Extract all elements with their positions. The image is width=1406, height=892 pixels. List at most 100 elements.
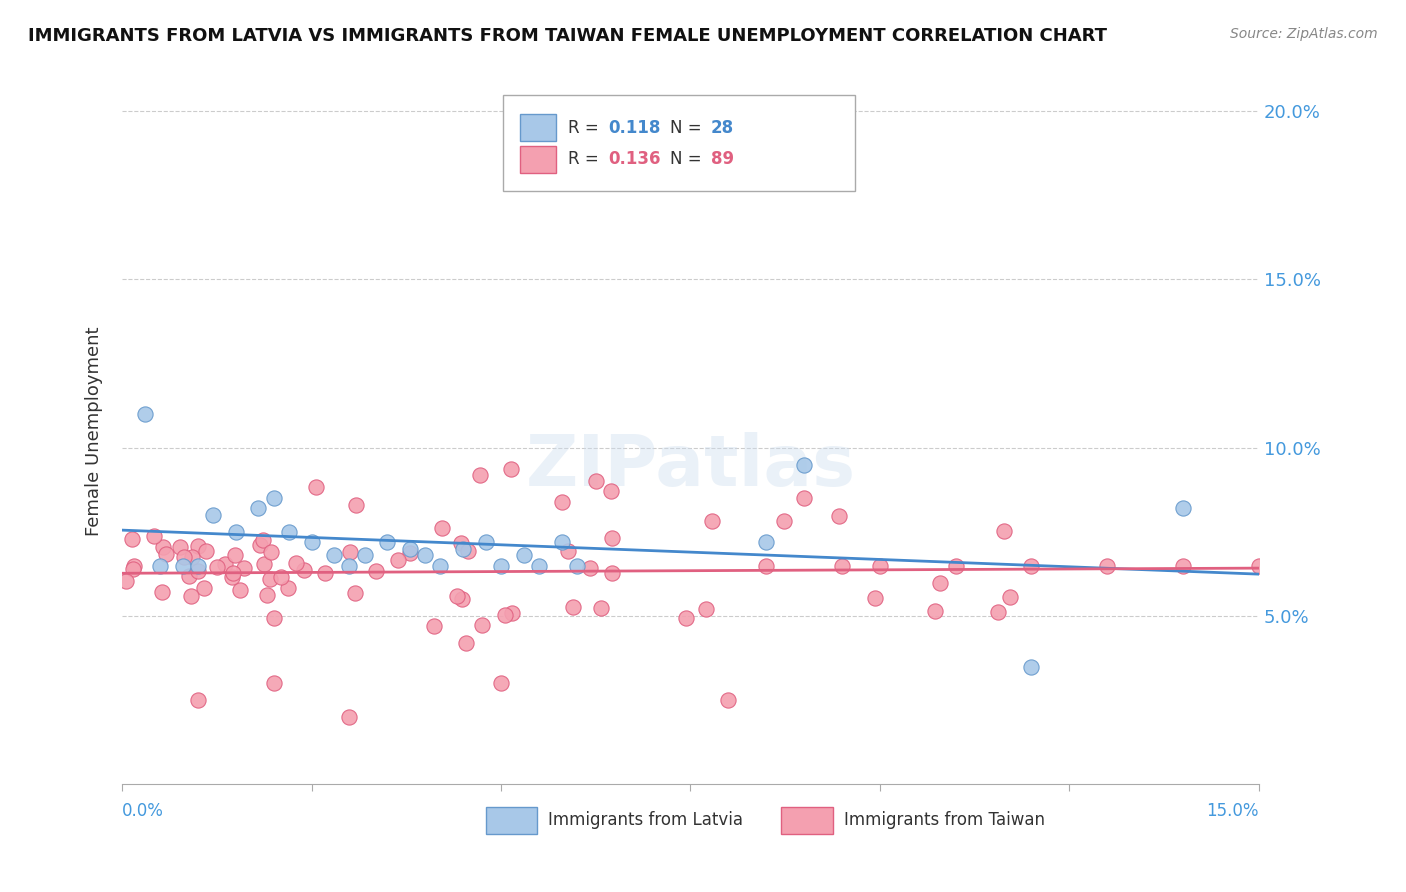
Text: ZIPatlas: ZIPatlas (526, 432, 855, 500)
Point (450, 536, 472, 550)
Point (579, 561, 602, 575)
Point (277, 581, 299, 595)
Point (143, 529, 166, 543)
Point (429, 558, 451, 573)
Point (323, 549, 346, 563)
Point (869, 558, 891, 573)
Point (252, 533, 274, 548)
Bar (520, 114, 557, 141)
Point (214, 557, 236, 571)
Point (253, 557, 276, 571)
Point (259, 572, 281, 586)
Point (599, 483, 621, 498)
Point (121, 533, 143, 547)
Point (430, 521, 453, 535)
Point (602, 566, 624, 581)
Point (152, 585, 174, 599)
Point (589, 601, 612, 615)
Point (263, 491, 285, 506)
Point (187, 564, 209, 578)
Point (155, 547, 177, 561)
Point (247, 501, 270, 516)
Point (527, 558, 550, 573)
Point (451, 541, 474, 556)
Bar (486, 807, 537, 834)
Point (755, 535, 778, 549)
Text: 0.118: 0.118 (609, 119, 661, 136)
Point (399, 546, 422, 560)
Text: N =: N = (671, 151, 707, 169)
Text: 28: 28 (711, 119, 734, 136)
Point (339, 558, 361, 573)
Point (187, 539, 209, 553)
Point (468, 468, 491, 483)
Point (793, 491, 815, 506)
Point (557, 544, 579, 558)
Point (454, 636, 477, 650)
Point (339, 710, 361, 724)
Text: 89: 89 (711, 151, 734, 169)
Point (194, 544, 217, 558)
Point (501, 606, 523, 620)
Point (201, 508, 224, 522)
Point (344, 498, 367, 512)
Point (122, 562, 145, 576)
Point (169, 540, 191, 554)
Point (924, 604, 946, 618)
Point (700, 514, 723, 528)
Point (187, 693, 209, 707)
Y-axis label: Female Unemployment: Female Unemployment (86, 326, 103, 535)
Point (512, 549, 534, 563)
Point (413, 549, 436, 563)
Point (277, 524, 299, 539)
Text: N =: N = (671, 119, 707, 136)
Point (263, 676, 285, 690)
Point (225, 524, 247, 539)
Point (987, 605, 1010, 619)
Text: R =: R = (568, 151, 603, 169)
Point (193, 581, 215, 595)
Point (399, 541, 422, 556)
Point (423, 619, 446, 633)
Point (602, 531, 624, 545)
Point (187, 558, 209, 573)
Point (270, 569, 292, 583)
Point (446, 589, 468, 603)
Point (551, 495, 574, 509)
Point (229, 582, 252, 597)
Point (122, 559, 145, 574)
Point (232, 561, 254, 575)
Point (256, 589, 278, 603)
Point (263, 611, 285, 625)
Point (773, 514, 796, 528)
Text: Immigrants from Taiwan: Immigrants from Taiwan (844, 812, 1045, 830)
Point (314, 566, 336, 580)
Point (177, 569, 200, 583)
Point (375, 535, 398, 549)
Point (945, 558, 967, 573)
Point (221, 570, 243, 584)
Point (489, 558, 512, 573)
Point (172, 558, 194, 573)
Point (180, 550, 202, 565)
Point (1000, 590, 1022, 604)
Point (114, 574, 136, 588)
Point (353, 549, 375, 563)
FancyBboxPatch shape (503, 95, 855, 191)
Point (1171, 558, 1194, 573)
Point (260, 544, 283, 558)
Point (471, 618, 494, 632)
Text: 0.0%: 0.0% (122, 802, 165, 820)
Point (561, 600, 583, 615)
Point (1171, 501, 1194, 516)
Point (387, 553, 409, 567)
Point (831, 558, 853, 573)
Point (284, 556, 307, 570)
Point (152, 540, 174, 554)
Point (207, 559, 229, 574)
Bar (520, 146, 557, 173)
Point (475, 535, 498, 549)
Point (494, 608, 516, 623)
Point (1247, 558, 1270, 573)
Point (339, 545, 361, 559)
